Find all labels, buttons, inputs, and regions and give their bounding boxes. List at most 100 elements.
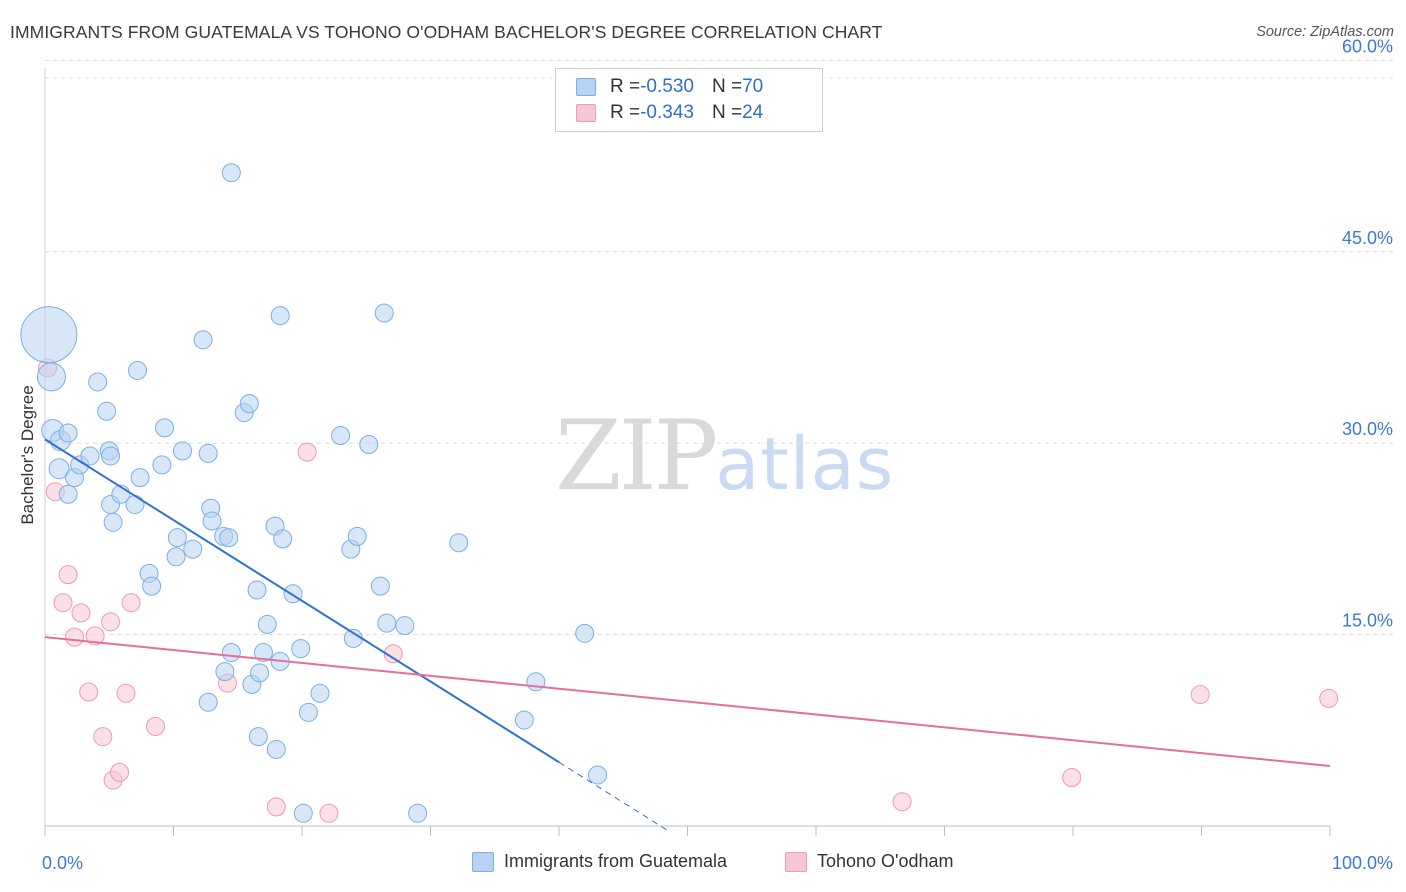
tohono-point (101, 612, 121, 632)
tohono-point (79, 682, 99, 702)
guatemala-point (101, 446, 121, 466)
guatemala-trend-line (44, 438, 560, 764)
guatemala-point (449, 533, 469, 553)
tohono-point (53, 593, 73, 613)
guatemala-point (270, 306, 290, 326)
guatemala-point (395, 616, 415, 636)
source-credit: Source: ZipAtlas.com (1256, 24, 1394, 40)
guatemala-point (239, 394, 259, 414)
bottom-legend-swatch-pink (785, 851, 807, 872)
guatemala-point (291, 639, 311, 659)
guatemala-point (215, 662, 235, 682)
guatemala-point (370, 576, 390, 596)
axes (44, 68, 1331, 836)
bottom-legend-tohono: Tohono O'odham (785, 851, 954, 872)
tohono-point (65, 627, 85, 647)
guatemala-point (142, 576, 162, 596)
guatemala-point (588, 765, 608, 785)
guatemala-point (130, 468, 150, 488)
watermark-atlas: atlas (715, 422, 895, 506)
guatemala-point (298, 702, 318, 722)
tohono-point (58, 565, 78, 585)
guatemala-point (58, 484, 78, 504)
guatemala-point (172, 441, 192, 461)
tohono-points (38, 358, 1339, 823)
tohono-point (85, 626, 105, 646)
y-tick-label: 60.0% (1342, 36, 1393, 56)
watermark: ZIPatlas (555, 400, 894, 512)
guatemala-point (48, 458, 70, 480)
guatemala-point (347, 526, 367, 546)
guatemala-point (250, 663, 270, 683)
bottom-legend-guatemala: Immigrants from Guatemala (472, 851, 727, 872)
guatemala-point (331, 426, 351, 446)
bottom-legend-label: Immigrants from Guatemala (504, 851, 728, 871)
legend-r-value: -0.530 (640, 76, 694, 97)
guatemala-point (103, 512, 123, 532)
guatemala-point (152, 455, 172, 475)
guatemala-point (58, 423, 78, 443)
bottom-legend-label: Tohono O'odham (817, 851, 954, 871)
guatemala-point (526, 672, 546, 692)
guatemala-point (128, 360, 148, 380)
guatemala-point (36, 362, 66, 392)
guatemala-point (221, 163, 241, 183)
correlation-legend: R = -0.530 N = 70 R = -0.343 N = 24 (555, 68, 823, 132)
tohono-point (146, 716, 166, 736)
tohono-point (110, 762, 130, 782)
x-tick-label: 0.0% (42, 853, 83, 873)
axis-labels: 15.0% 30.0% 45.0% 60.0% 0.0% 100.0% Bachelor's… (18, 36, 1393, 873)
guatemala-point (247, 580, 267, 600)
legend-swatch-pink (576, 104, 596, 122)
legend-row-tohono: R = -0.343 N = 24 (576, 101, 763, 125)
guatemala-point (257, 614, 277, 634)
guatemala-point (575, 623, 595, 643)
guatemala-trend-extension (558, 761, 669, 832)
y-tick-label: 15.0% (1342, 611, 1393, 631)
y-tick-label: 30.0% (1342, 419, 1393, 439)
legend-r-label: R = (610, 76, 641, 97)
legend-r-label: R = (610, 102, 641, 123)
tohono-point (319, 803, 339, 823)
y-axis-label: Bachelor's Degree (18, 385, 37, 524)
guatemala-point (514, 710, 534, 730)
legend-r-value: -0.343 (640, 102, 694, 123)
guatemala-point (183, 539, 203, 559)
guatemala-point (293, 803, 313, 823)
guatemala-point (202, 511, 222, 531)
guatemala-point (198, 692, 218, 712)
legend-n-label: N = (711, 76, 743, 97)
guatemala-point (310, 683, 330, 703)
guatemala-point (88, 372, 108, 392)
tohono-point (121, 593, 141, 613)
grid-lines (45, 59, 1395, 636)
y-tick-label: 45.0% (1342, 228, 1393, 248)
guatemala-point (377, 613, 397, 633)
tohono-point (71, 603, 91, 623)
guatemala-point (273, 529, 293, 549)
guatemala-point (219, 528, 239, 548)
guatemala-point (125, 494, 145, 514)
chart-title: IMMIGRANTS FROM GUATEMALA VS TOHONO O'OD… (10, 22, 883, 42)
tohono-point (383, 644, 403, 664)
tohono-point (1062, 768, 1082, 788)
trend-lines (44, 438, 1331, 832)
guatemala-point (193, 330, 213, 350)
watermark-zip: ZIP (555, 400, 718, 512)
legend-n-value: 24 (742, 102, 764, 123)
x-tick-label: 100.0% (1332, 853, 1393, 873)
guatemala-points (20, 163, 608, 823)
tohono-point (93, 727, 113, 747)
tohono-point (1190, 685, 1210, 705)
guatemala-point (198, 443, 218, 463)
tohono-point (892, 792, 912, 812)
guatemala-point (97, 401, 117, 421)
tohono-point (116, 683, 136, 703)
guatemala-point (20, 306, 78, 364)
tohono-point (1319, 688, 1339, 708)
guatemala-point (80, 446, 100, 466)
legend-row-guatemala: R = -0.530 N = 70 (576, 75, 763, 99)
guatemala-point (155, 418, 175, 438)
guatemala-point (248, 727, 268, 747)
